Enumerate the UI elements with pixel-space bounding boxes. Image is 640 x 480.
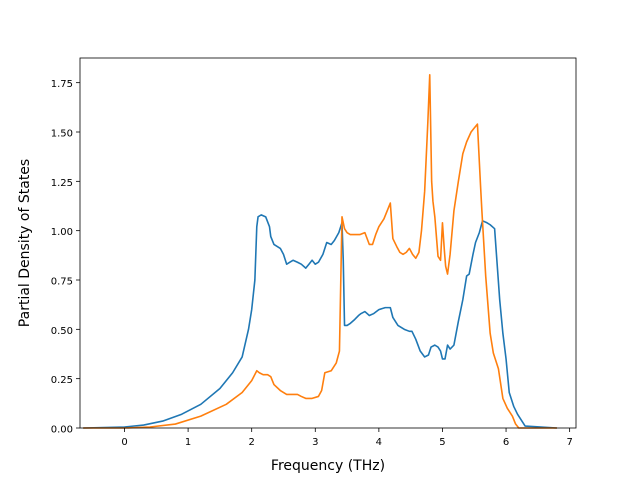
y-axis-label: Partial Density of States (17, 159, 33, 327)
series-lines (83, 73, 557, 429)
x-tick-label: 2 (249, 437, 255, 448)
x-tick-label: 6 (503, 437, 509, 448)
y-tick-label: 1.50 (51, 129, 73, 140)
x-axis-ticks: 0 1 2 3 4 5 6 7 (121, 428, 573, 448)
series-line-1 (83, 214, 557, 429)
x-tick-label: 3 (312, 437, 318, 448)
y-tick-label: 1.25 (51, 178, 73, 189)
x-tick-label: 5 (439, 437, 445, 448)
y-tick-label: 1.00 (51, 227, 73, 238)
plot-frame (79, 57, 577, 429)
x-tick-label: 1 (185, 437, 191, 448)
x-axis-label: Frequency (THz) (271, 458, 385, 474)
y-tick-label: 1.75 (51, 79, 73, 90)
y-axis-ticks: 0.00 0.25 0.50 0.75 1.00 1.25 1.50 1.75 (51, 79, 80, 436)
y-tick-label: 0.75 (51, 277, 73, 288)
x-tick-label: 0 (121, 437, 127, 448)
series-line-2 (83, 73, 557, 429)
y-tick-label: 0.25 (51, 375, 73, 386)
x-tick-label: 7 (566, 437, 572, 448)
x-tick-label: 4 (376, 437, 382, 448)
y-tick-label: 0.00 (51, 425, 73, 436)
y-tick-label: 0.50 (51, 326, 73, 337)
